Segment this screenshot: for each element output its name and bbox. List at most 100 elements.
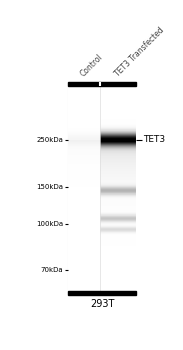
Bar bbox=[68, 279, 100, 280]
Bar bbox=[68, 291, 136, 295]
Bar bbox=[68, 148, 100, 149]
Bar bbox=[100, 92, 136, 93]
Bar bbox=[100, 132, 136, 133]
Bar bbox=[100, 128, 136, 129]
Bar bbox=[100, 258, 136, 259]
Bar bbox=[68, 254, 100, 255]
Bar bbox=[100, 92, 136, 93]
Bar bbox=[100, 244, 136, 245]
Bar bbox=[100, 172, 136, 173]
Bar bbox=[100, 179, 136, 180]
Bar bbox=[68, 169, 100, 170]
Bar bbox=[68, 156, 100, 157]
Bar bbox=[100, 101, 136, 102]
Bar bbox=[100, 111, 136, 112]
Bar bbox=[100, 115, 136, 116]
Bar bbox=[100, 161, 136, 162]
Bar bbox=[100, 173, 136, 174]
Bar bbox=[100, 228, 136, 229]
Bar bbox=[68, 178, 100, 179]
Bar bbox=[68, 279, 100, 280]
Bar bbox=[100, 175, 136, 176]
Bar bbox=[100, 253, 136, 254]
Bar bbox=[100, 169, 136, 170]
Bar bbox=[68, 218, 100, 219]
Bar bbox=[100, 176, 136, 177]
Bar bbox=[100, 131, 136, 132]
Bar bbox=[68, 257, 100, 258]
Bar bbox=[100, 279, 136, 280]
Bar bbox=[100, 163, 136, 164]
Bar bbox=[100, 261, 136, 262]
Bar bbox=[68, 215, 100, 216]
Bar bbox=[68, 286, 100, 287]
Bar bbox=[100, 88, 136, 89]
Bar bbox=[68, 151, 100, 152]
Bar bbox=[100, 147, 136, 148]
Bar bbox=[68, 110, 100, 111]
Bar bbox=[100, 272, 136, 273]
Bar bbox=[100, 248, 136, 249]
Bar bbox=[68, 290, 100, 291]
Bar bbox=[68, 289, 100, 290]
Bar bbox=[100, 193, 136, 194]
Bar bbox=[100, 232, 136, 233]
Bar bbox=[68, 247, 100, 248]
Bar bbox=[100, 108, 136, 109]
Bar bbox=[100, 174, 136, 175]
Bar bbox=[100, 114, 136, 115]
Bar bbox=[100, 191, 136, 192]
Bar bbox=[68, 258, 100, 259]
Bar bbox=[100, 273, 136, 274]
Bar bbox=[68, 118, 100, 119]
Bar bbox=[68, 152, 100, 153]
Bar bbox=[68, 200, 100, 201]
Bar bbox=[100, 280, 136, 281]
Bar bbox=[68, 131, 100, 132]
Bar bbox=[68, 124, 100, 125]
Bar bbox=[100, 145, 136, 146]
Bar bbox=[68, 185, 100, 186]
Bar bbox=[68, 284, 100, 285]
Bar bbox=[100, 290, 136, 291]
Bar bbox=[68, 154, 100, 155]
Bar bbox=[68, 161, 100, 162]
Bar bbox=[68, 86, 100, 291]
Bar bbox=[100, 275, 136, 276]
Bar bbox=[68, 135, 100, 136]
Bar bbox=[68, 132, 100, 133]
Bar bbox=[68, 231, 100, 232]
Bar bbox=[68, 97, 100, 98]
Bar bbox=[100, 97, 136, 98]
Bar bbox=[100, 124, 136, 125]
Bar bbox=[100, 184, 136, 185]
Bar bbox=[100, 227, 136, 228]
Bar bbox=[100, 206, 136, 207]
Bar bbox=[68, 87, 100, 88]
Bar bbox=[68, 170, 100, 171]
Bar bbox=[68, 129, 100, 130]
Bar bbox=[68, 102, 100, 103]
Bar bbox=[68, 117, 100, 118]
Bar bbox=[100, 95, 136, 96]
Bar bbox=[68, 194, 100, 195]
Bar bbox=[100, 223, 136, 224]
Bar bbox=[68, 162, 100, 163]
Bar bbox=[68, 122, 100, 123]
Bar bbox=[68, 243, 100, 244]
Bar bbox=[100, 165, 136, 166]
Bar bbox=[68, 181, 100, 182]
Bar bbox=[68, 173, 100, 174]
Bar bbox=[68, 172, 100, 173]
Bar bbox=[100, 110, 136, 111]
Bar bbox=[68, 142, 100, 143]
Bar bbox=[68, 210, 100, 211]
Bar bbox=[100, 153, 136, 154]
Bar bbox=[68, 151, 100, 152]
Bar bbox=[100, 205, 136, 206]
Bar bbox=[100, 104, 136, 105]
Bar bbox=[100, 186, 136, 187]
Bar bbox=[68, 128, 100, 129]
Bar bbox=[68, 221, 100, 222]
Bar bbox=[100, 149, 136, 150]
